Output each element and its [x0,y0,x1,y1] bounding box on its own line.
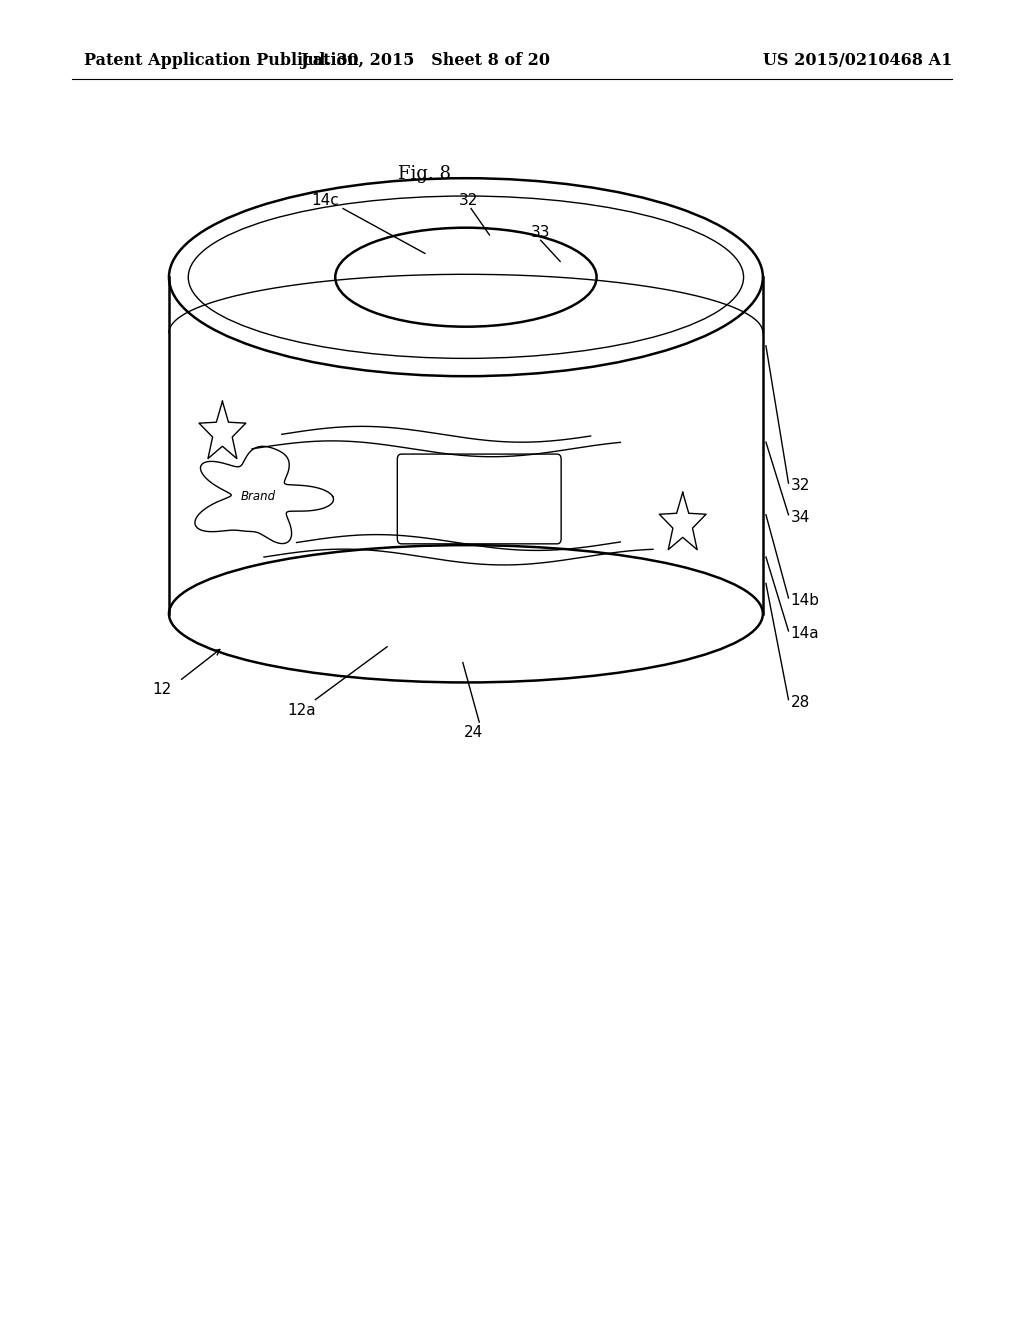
Text: Jul. 30, 2015   Sheet 8 of 20: Jul. 30, 2015 Sheet 8 of 20 [300,53,550,69]
Text: Fig. 8: Fig. 8 [398,165,452,183]
Text: 14c: 14c [311,193,340,209]
Text: 32: 32 [460,193,478,209]
Text: 34: 34 [791,510,810,525]
Text: 14b: 14b [791,593,819,609]
Text: Brand: Brand [241,490,275,503]
Text: 32: 32 [791,478,810,494]
Text: 28: 28 [791,694,810,710]
Text: 24: 24 [464,725,482,741]
Text: US 2015/0210468 A1: US 2015/0210468 A1 [763,53,952,69]
Text: 14a: 14a [791,626,819,642]
Text: Patent Application Publication: Patent Application Publication [84,53,358,69]
Text: 12: 12 [153,681,171,697]
Text: 33: 33 [530,224,551,240]
Text: 12a: 12a [288,702,316,718]
